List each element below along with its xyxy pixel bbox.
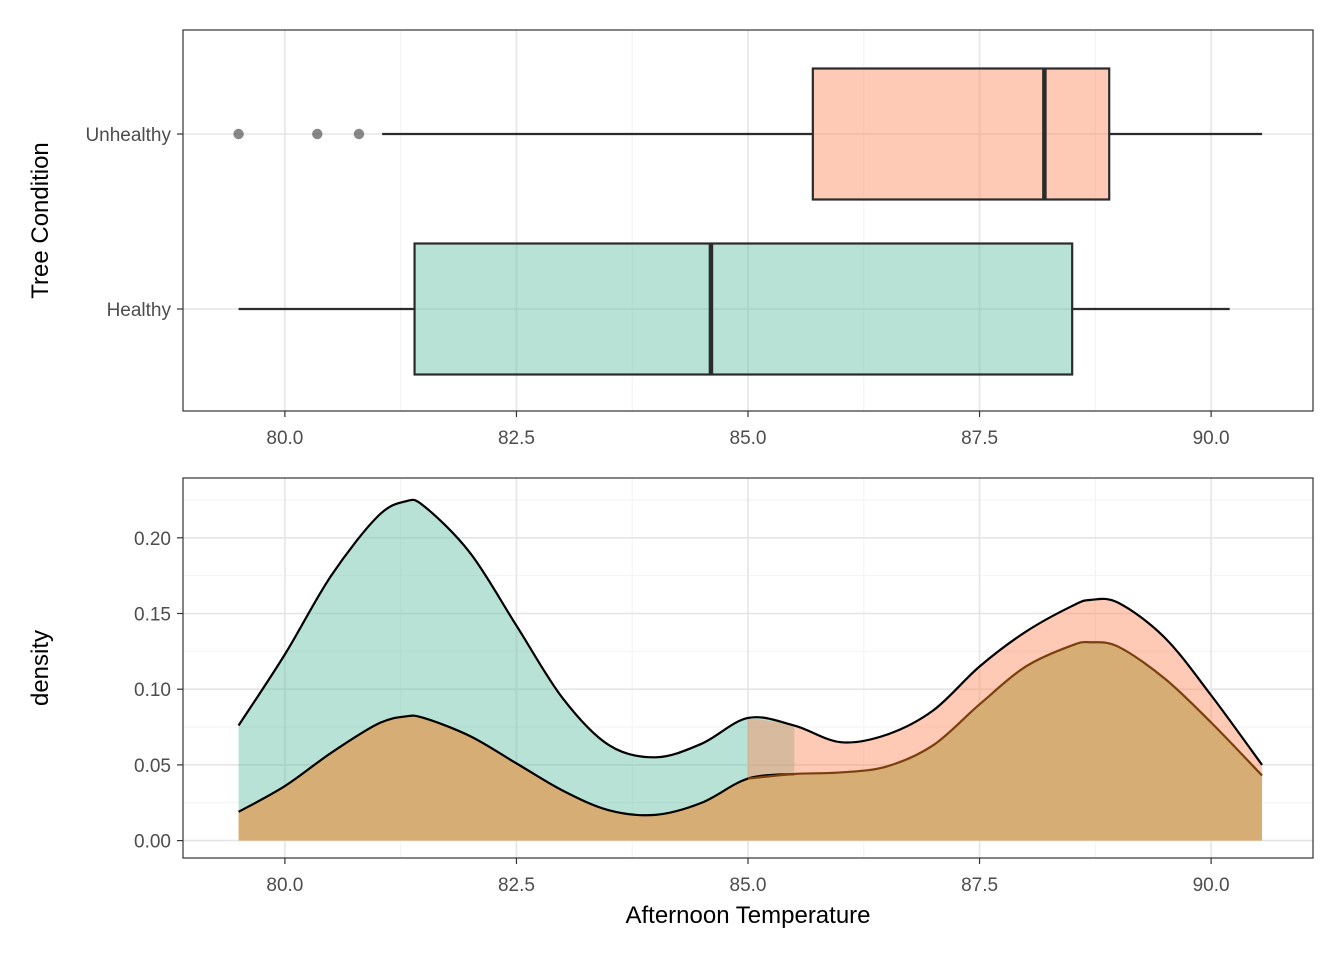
density-axes: 0.00 0.05 0.10 0.15 0.20 80.0 82.5 85.0 87.5 90.0	[134, 529, 1230, 896]
density-area-overlap	[238, 642, 1263, 841]
density-area-unhealthy	[748, 598, 1263, 779]
density-marks	[237, 498, 1263, 841]
y-tick-label: 0.05	[134, 756, 171, 777]
y-tick-label: 0.10	[134, 680, 171, 701]
outlier-point	[353, 128, 365, 140]
y-tick-label: 0.15	[134, 604, 171, 625]
density-y-axis-title: density	[27, 630, 54, 706]
density-area-healthy	[238, 499, 795, 816]
box-healthy	[413, 242, 1074, 376]
boxplot-axes: Unhealthy Healthy 80.0 82.5 85.0 87.5 90.0	[85, 125, 1229, 449]
y-tick-label: Healthy	[107, 300, 172, 321]
y-tick-label: 0.20	[134, 529, 171, 550]
boxplot-y-axis-title: Tree Condition	[27, 142, 54, 299]
y-tick-label: Unhealthy	[85, 125, 171, 146]
boxplot-marks	[233, 67, 1263, 376]
density-top-line	[237, 498, 1263, 766]
boxplot-panel: Unhealthy Healthy 80.0 82.5 85.0 87.5 90.0 Tre…	[27, 29, 1314, 449]
outlier-point	[312, 128, 323, 140]
x-tick-label: 90.0	[1193, 875, 1230, 896]
density-x-axis-title: Afternoon Temperature	[625, 902, 870, 929]
x-tick-label: 82.5	[498, 428, 535, 449]
x-tick-label: 80.0	[266, 428, 303, 449]
x-tick-label: 85.0	[730, 875, 767, 896]
x-tick-label: 87.5	[961, 875, 998, 896]
density-overlap-line-right	[747, 640, 1263, 780]
box-unhealthy	[811, 67, 1111, 201]
x-tick-label: 87.5	[961, 428, 998, 449]
x-tick-label: 90.0	[1193, 428, 1230, 449]
x-tick-label: 82.5	[498, 875, 535, 896]
x-tick-label: 80.0	[266, 875, 303, 896]
density-panel: 0.00 0.05 0.10 0.15 0.20 80.0 82.5 85.0 87.5 90.0…	[27, 477, 1314, 929]
outlier-point	[233, 128, 244, 140]
y-tick-label: 0.00	[134, 832, 171, 853]
x-tick-label: 85.0	[730, 428, 767, 449]
density-overlap-line-left	[238, 714, 795, 817]
